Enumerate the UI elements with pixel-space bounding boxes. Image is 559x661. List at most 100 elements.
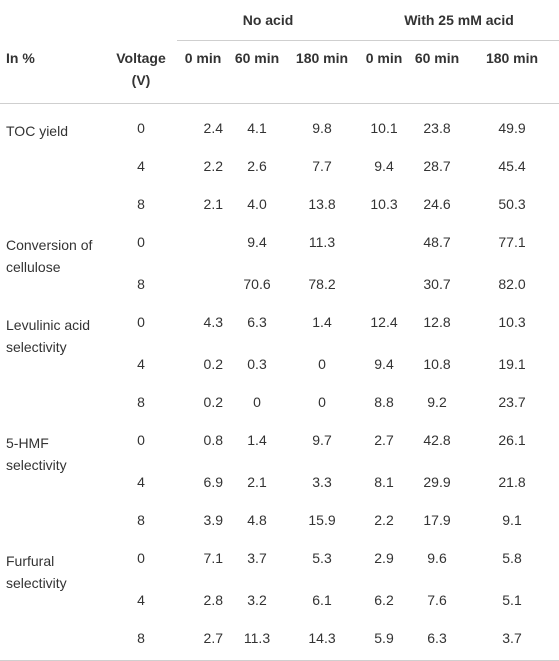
table-cell: 10.1	[370, 120, 398, 136]
voltage-cell: 0	[137, 314, 145, 330]
table-cell	[177, 268, 229, 306]
table-cell: 0	[318, 356, 326, 372]
empty-label-cell	[0, 188, 105, 226]
table-cell: 49.9	[498, 120, 526, 136]
table-cell: 12.8	[423, 314, 451, 330]
time-header: 0 min	[184, 50, 222, 66]
table-cell: 9.2	[427, 394, 447, 410]
table-cell: 6.9	[203, 474, 223, 490]
table-cell: 3.2	[247, 592, 267, 608]
table-cell: 6.3	[409, 622, 465, 661]
table-cell: 2.7	[374, 432, 394, 448]
spacer-row	[0, 104, 559, 113]
table-cell: 0.2	[203, 394, 223, 410]
voltage-cell: 0	[137, 234, 145, 250]
table-cell: 11.3	[229, 622, 285, 661]
table-cell: 6.2	[374, 592, 394, 608]
table-cell: 3.9	[203, 512, 223, 528]
table-cell: 6.1	[312, 592, 332, 608]
voltage-cell: 8	[137, 394, 145, 410]
time-header: 0 min	[365, 50, 403, 66]
table-cell: 2.7	[177, 622, 229, 661]
row-group-label: Levulinic acid selectivity	[6, 317, 91, 355]
table-cell: 50.3	[498, 196, 526, 212]
group-header-with-acid: With 25 mM acid	[359, 0, 559, 41]
table-cell: 5.1	[502, 592, 522, 608]
table-cell: 3.7	[247, 550, 267, 566]
table-cell: 77.1	[498, 234, 526, 250]
table-cell: 9.1	[502, 512, 522, 528]
table-cell: 4.8	[247, 512, 267, 528]
table-cell: 78.2	[308, 276, 336, 292]
empty-label-cell	[0, 504, 105, 542]
voltage-cell: 8	[105, 622, 177, 661]
table-cell: 5.9	[359, 622, 409, 661]
table-cell: 45.4	[498, 158, 526, 174]
table-cell: 9.8	[312, 120, 332, 136]
table-cell	[177, 226, 229, 268]
table-cell: 11.3	[308, 234, 336, 250]
table-cell: 6.3	[247, 314, 267, 330]
voltage-cell: 4	[137, 474, 145, 490]
table-cell: 48.7	[423, 234, 451, 250]
table-cell: 0.8	[203, 432, 223, 448]
voltage-cell: 8	[137, 276, 145, 292]
table-cell: 24.6	[423, 196, 451, 212]
table-cell: 8.8	[374, 394, 394, 410]
table-cell: 9.4	[247, 234, 267, 250]
table-cell: 4.0	[247, 196, 267, 212]
table-cell: 9.4	[374, 158, 394, 174]
table-cell: 29.9	[423, 474, 451, 490]
group-header-no-acid: No acid	[177, 0, 359, 41]
table-cell: 9.4	[374, 356, 394, 372]
table-cell: 3.7	[465, 622, 559, 661]
time-header: 60 min	[234, 50, 280, 66]
table-cell: 2.9	[374, 550, 394, 566]
table-cell: 7.7	[312, 158, 332, 174]
table-cell: 12.4	[370, 314, 398, 330]
voltage-cell: 4	[137, 356, 145, 372]
row-group-label: 5-HMF selectivity	[6, 435, 67, 473]
table-cell: 21.8	[498, 474, 526, 490]
table-cell: 5.8	[502, 550, 522, 566]
table-cell: 13.8	[308, 196, 336, 212]
row-group-label: Furfural selectivity	[6, 553, 67, 591]
empty-label-cell	[0, 386, 105, 424]
table-cell: 1.4	[247, 432, 267, 448]
table-cell	[359, 226, 409, 268]
row-group-label: Conversion of cellulose	[6, 237, 93, 275]
voltage-cell: 8	[137, 196, 145, 212]
table-cell: 17.9	[423, 512, 451, 528]
table-cell: 14.3	[285, 622, 359, 661]
table-cell: 4.3	[203, 314, 223, 330]
row-label-header: In %	[6, 49, 35, 66]
row-group-label: TOC yield	[6, 123, 68, 139]
table-cell: 23.7	[498, 394, 526, 410]
table-cell: 10.8	[423, 356, 451, 372]
voltage-cell: 4	[137, 592, 145, 608]
table-cell: 19.1	[498, 356, 526, 372]
table-cell: 8.1	[374, 474, 394, 490]
table-cell: 2.4	[203, 120, 223, 136]
table-cell: 0.2	[203, 356, 223, 372]
table-cell: 2.1	[247, 474, 267, 490]
time-header: 180 min	[485, 50, 539, 66]
table-cell: 9.7	[312, 432, 332, 448]
voltage-cell: 4	[137, 158, 145, 174]
voltage-cell: 8	[137, 512, 145, 528]
table-cell: 2.2	[203, 158, 223, 174]
table-cell: 1.4	[312, 314, 332, 330]
table-cell: 0	[253, 394, 261, 410]
voltage-cell: 0	[137, 120, 145, 136]
time-header: 60 min	[414, 50, 460, 66]
table-cell: 28.7	[423, 158, 451, 174]
empty-label-cell	[0, 150, 105, 188]
voltage-cell: 0	[137, 550, 145, 566]
table-cell: 7.1	[203, 550, 223, 566]
table-cell: 2.8	[203, 592, 223, 608]
empty-label-cell	[0, 622, 105, 661]
table-cell: 30.7	[423, 276, 451, 292]
table-cell: 70.6	[243, 276, 271, 292]
